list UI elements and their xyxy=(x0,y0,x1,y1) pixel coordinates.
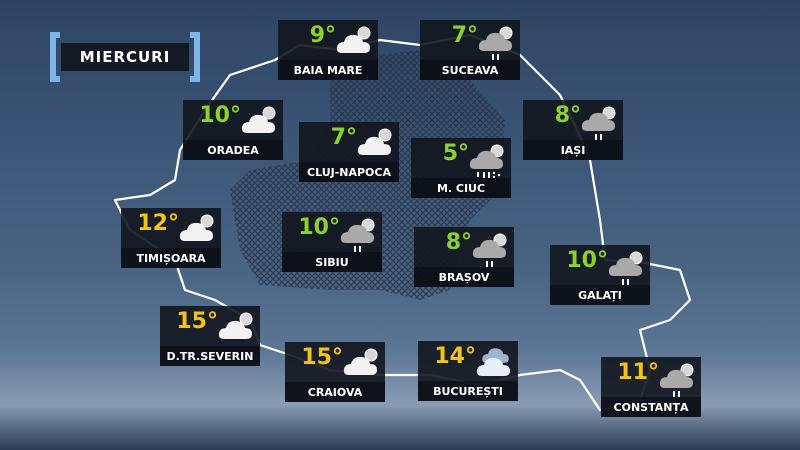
city-name: BRAȘOV xyxy=(414,267,514,287)
city-card: 8° BRAȘOV xyxy=(414,227,514,287)
city-card: 9° BAIA MARE xyxy=(278,20,378,80)
city-name: IAȘI xyxy=(523,140,623,160)
day-title: MIERCURI xyxy=(61,43,189,71)
city-name: CLUJ-NAPOCA xyxy=(299,162,399,182)
city-card: 15° CRAIOVA xyxy=(285,342,385,402)
city-card: 10° GALAȚI xyxy=(550,245,650,305)
city-name: D.TR.SEVERIN xyxy=(160,346,260,366)
city-name: BAIA MARE xyxy=(278,60,378,80)
temperature: 11° xyxy=(617,360,659,385)
city-card: 7° SUCEAVA xyxy=(420,20,520,80)
temperature: 7° xyxy=(330,125,357,150)
temperature: 14° xyxy=(434,344,476,369)
city-card: 12° TIMIȘOARA xyxy=(121,208,221,268)
temperature: 8° xyxy=(554,103,581,128)
city-name: CRAIOVA xyxy=(285,382,385,402)
city-card: 7° CLUJ-NAPOCA xyxy=(299,122,399,182)
city-name: GALAȚI xyxy=(550,285,650,305)
bracket-left xyxy=(50,32,60,82)
city-card: 11° CONSTANȚA xyxy=(601,357,701,417)
temperature: 15° xyxy=(176,309,218,334)
city-card: 10° SIBIU xyxy=(282,212,382,272)
temperature: 10° xyxy=(298,215,340,240)
city-name: M. CIUC xyxy=(411,178,511,198)
temperature: 15° xyxy=(301,345,343,370)
city-name: SUCEAVA xyxy=(420,60,520,80)
bracket-right xyxy=(190,32,200,82)
city-name: SIBIU xyxy=(282,252,382,272)
city-name: CONSTANȚA xyxy=(601,397,701,417)
city-card: 14° BUCUREȘTI xyxy=(418,341,518,401)
temperature: 7° xyxy=(451,23,478,48)
city-name: ORADEA xyxy=(183,140,283,160)
city-card: 10° ORADEA xyxy=(183,100,283,160)
temperature: 9° xyxy=(309,23,336,48)
temperature: 8° xyxy=(445,230,472,255)
day-title-box: MIERCURI xyxy=(50,32,200,82)
city-card: 8° IAȘI xyxy=(523,100,623,160)
temperature: 10° xyxy=(199,103,241,128)
city-card: 5° M. CIUC xyxy=(411,138,511,198)
temperature: 5° xyxy=(442,141,469,166)
city-card: 15° D.TR.SEVERIN xyxy=(160,306,260,366)
temperature: 12° xyxy=(137,211,179,236)
temperature: 10° xyxy=(566,248,608,273)
city-name: TIMIȘOARA xyxy=(121,248,221,268)
city-name: BUCUREȘTI xyxy=(418,381,518,401)
